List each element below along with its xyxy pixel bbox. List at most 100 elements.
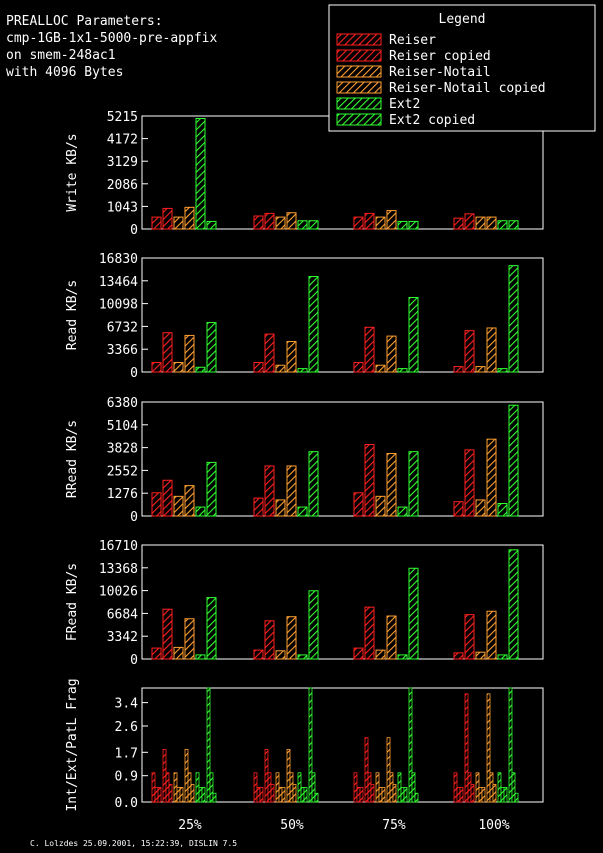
bar [206,461,217,517]
bar [256,786,261,803]
bar [275,364,286,373]
legend-title: Legend [439,12,486,27]
bar [314,792,319,803]
chart-panel: 0 1043 2086 3129 4172 5215 Write KB/s [65,110,544,238]
bar [184,334,195,373]
bar [364,737,369,803]
bar [467,772,472,803]
bar [286,341,297,373]
y-tick-label: 13464 [99,275,138,290]
bar [486,610,497,660]
bar [508,220,519,230]
bar [453,366,464,373]
bar [206,322,217,373]
chart-panel: 0.0 0.9 1.7 2.6 3.4 Int/Ext/PatL Frag [65,678,544,812]
header-line: with 4096 Bytes [6,65,123,80]
bar [497,502,508,517]
bar [206,220,217,230]
bar [184,485,195,517]
bar [151,362,162,373]
bar [386,737,391,803]
chart-header: PREALLOC Parameters: cmp-1GB-1x1-5000-pr… [6,14,217,80]
bar [286,212,297,230]
bar [453,652,464,660]
bar [184,748,189,803]
bar [408,220,419,230]
bar [353,492,364,517]
bar [511,772,516,803]
bar [151,216,162,230]
bar [195,772,200,803]
y-tick-label: 10098 [99,298,138,313]
bar [253,772,258,803]
bar [397,506,408,517]
bar [397,220,408,230]
bar [151,772,156,803]
bar [292,784,297,803]
bar [267,772,272,803]
bar [264,620,275,660]
bar [381,786,386,803]
bar [162,207,173,230]
bar [403,786,408,803]
bar [297,506,308,517]
bar [286,748,291,803]
bar [303,786,308,803]
bar [497,654,508,660]
chart-panel: 0 3342 6684 10026 13368 16710 FRead KB/s [65,539,544,668]
bar [286,616,297,660]
bar [154,786,159,803]
header-line: PREALLOC Parameters: [6,14,163,29]
y-tick-label: 0 [130,366,138,381]
bar [375,772,380,803]
bar [253,497,264,517]
bar [184,618,195,660]
bar [475,499,486,517]
legend-label: Ext2 [389,97,420,112]
bar [481,786,486,803]
x-tick-label: 25% [178,818,202,833]
bar [173,495,184,517]
bar [275,650,286,660]
y-tick-label: 0 [130,653,138,668]
bar [411,772,416,803]
bar [478,786,483,803]
bar [187,772,192,803]
bar [259,786,264,803]
y-axis-title: RRead KB/s [65,420,80,498]
bar [397,654,408,660]
bar [275,216,286,230]
bar [408,296,419,373]
bar [453,501,464,517]
bar [264,748,269,803]
bar [464,614,475,660]
bar [486,327,497,373]
bar [264,465,275,517]
bar [497,220,508,230]
bar [497,772,502,803]
bar [400,786,405,803]
bar [176,786,181,803]
y-axis-title: Read KB/s [65,280,80,350]
y-tick-label: 4172 [107,133,138,148]
bar [503,786,508,803]
bar [289,772,294,803]
bar [353,772,358,803]
bar [397,772,402,803]
bar [470,784,475,803]
bar [464,693,469,803]
bar [195,117,206,230]
bar [475,216,486,230]
bar [375,364,386,373]
bar [497,368,508,373]
legend-label: Ext2 copied [389,113,475,128]
x-tick-label: 50% [280,818,304,833]
bar [364,326,375,373]
bar [353,647,364,660]
bar [464,213,475,230]
bar [173,646,184,660]
bar [297,654,308,660]
bar [195,506,206,517]
x-tick-label: 100% [478,818,509,833]
chart-panels: 0 1043 2086 3129 4172 5215 Write KB/s 0 3366 6732… [65,110,544,812]
